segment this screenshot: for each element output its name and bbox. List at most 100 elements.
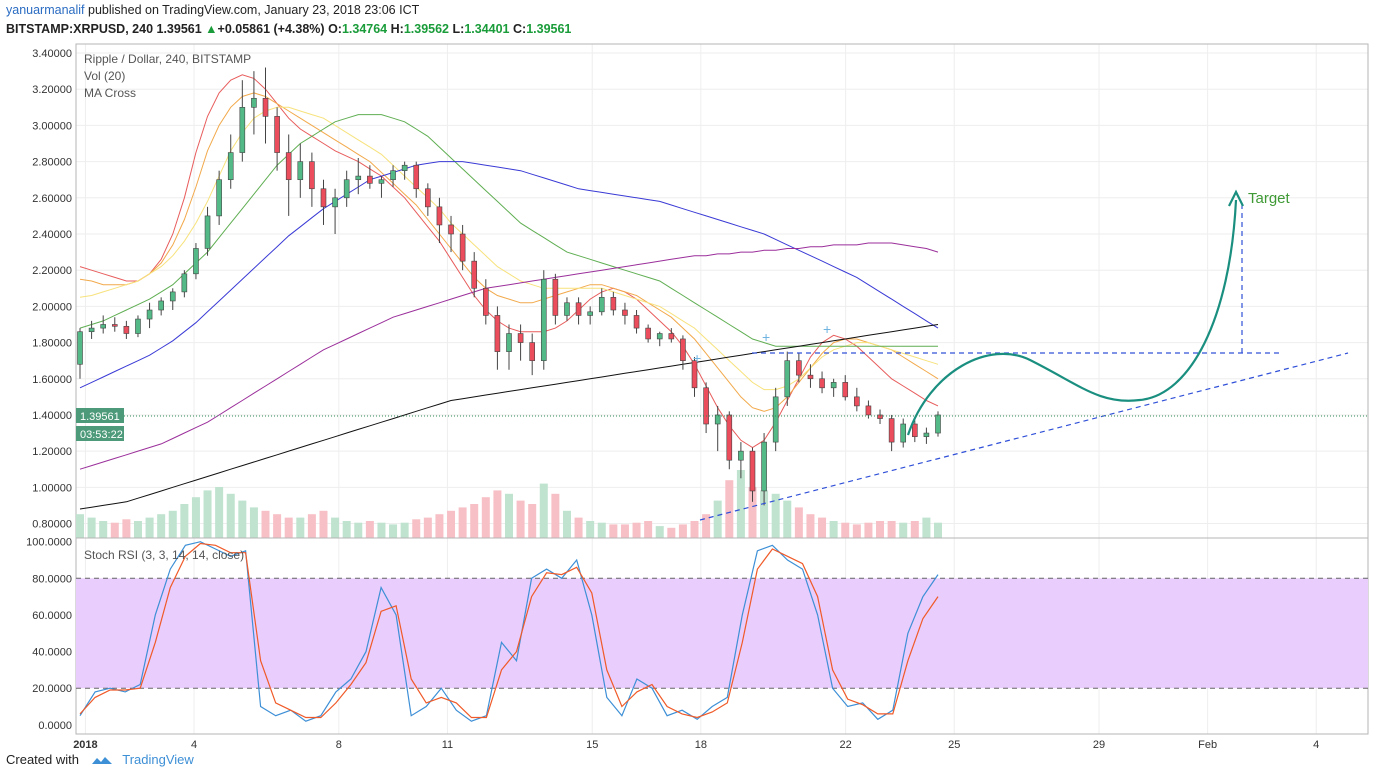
volume-bar xyxy=(574,517,583,538)
time-tick-label: 8 xyxy=(336,739,342,751)
volume-bar xyxy=(249,507,258,538)
up-triangle-icon: ▲ xyxy=(205,22,218,36)
volume-bar xyxy=(818,517,827,538)
candle-body xyxy=(819,378,825,389)
volume-bar xyxy=(342,521,351,538)
footer: Created with TradingView xyxy=(6,752,194,767)
candle-body xyxy=(726,414,733,461)
ma-line xyxy=(79,114,938,347)
volume-bar xyxy=(307,514,316,538)
candle-body xyxy=(506,333,512,352)
volume-bar xyxy=(377,522,386,538)
drawings: Target + + + xyxy=(693,189,1349,521)
volume-bar xyxy=(76,514,84,538)
price-tick-label: 3.00000 xyxy=(32,120,72,132)
volume-bar xyxy=(168,510,177,538)
legend-stoch-rsi: Stoch RSI (3, 3, 14, 14, close) xyxy=(84,548,244,562)
volume-bar xyxy=(736,470,745,538)
volume-bar xyxy=(632,522,641,538)
volume-bar xyxy=(760,490,769,538)
candle-body xyxy=(529,342,535,361)
candle-body xyxy=(274,116,280,153)
author-link[interactable]: yanuarmanalif xyxy=(6,3,85,17)
volume-bar xyxy=(458,507,467,538)
volume-bar xyxy=(493,490,502,538)
volume-bar xyxy=(597,522,606,538)
volume-bar xyxy=(899,522,908,538)
price-tick-label: 2.20000 xyxy=(32,265,72,277)
price-tick-label: 1.80000 xyxy=(32,338,72,350)
candle-body xyxy=(413,164,420,190)
candle-body xyxy=(761,441,767,492)
price-tick-label: 1.20000 xyxy=(32,446,72,458)
ohlc-bar: BITSTAMP:XRPUSD, 240 1.39561 ▲+0.05861 (… xyxy=(6,22,571,36)
candle-body xyxy=(830,382,837,389)
volume-bar xyxy=(748,487,757,538)
projection-path[interactable] xyxy=(906,199,1238,436)
price-change: +0.05861 (+4.38%) xyxy=(217,22,325,36)
price-tick-label: 1.00000 xyxy=(32,482,72,494)
price-tick-label: 2.80000 xyxy=(32,157,72,169)
price-tag-value: 1.39561 xyxy=(80,411,120,423)
candle-body xyxy=(448,224,454,235)
volume-bar xyxy=(841,522,850,538)
volume-bar xyxy=(702,514,711,538)
candle-body xyxy=(877,414,883,419)
target-label: Target xyxy=(1248,190,1291,207)
time-tick-label: 4 xyxy=(1313,739,1319,751)
candle-body xyxy=(401,164,408,171)
time-tick-label: 11 xyxy=(442,739,453,751)
volume-bar xyxy=(261,510,270,538)
rsi-tick-label: 40.0000 xyxy=(32,647,72,659)
rsi-axis: 100.0000 80.0000 60.0000 40.0000 20.0000 0.00… xyxy=(26,537,72,732)
volume-bar xyxy=(644,521,653,538)
price-tick-label: 1.60000 xyxy=(32,374,72,386)
candle-body xyxy=(703,387,709,425)
volume-bar xyxy=(852,524,861,538)
candle-body xyxy=(888,418,895,443)
countdown-tag xyxy=(76,426,124,441)
candle-body xyxy=(564,302,570,316)
price-tick-label: 2.60000 xyxy=(32,193,72,205)
candle-body xyxy=(135,318,141,334)
chart-canvas[interactable]: Target + + + 3.40000 3.20000 3.00000 2.8000… xyxy=(0,40,1376,752)
volume-bar xyxy=(562,510,571,538)
volume-bar xyxy=(505,493,513,538)
moving-averages xyxy=(79,74,939,510)
rsi-tick-label: 60.0000 xyxy=(32,610,72,622)
volume-bar xyxy=(516,500,525,538)
candle-body xyxy=(251,97,257,108)
volume-bar xyxy=(725,480,734,538)
candle-body xyxy=(865,405,872,416)
volume-bar xyxy=(435,514,444,538)
volume-bar xyxy=(876,521,885,538)
volume-bar xyxy=(87,517,96,538)
candle-body xyxy=(390,170,396,181)
volume-bar xyxy=(667,527,676,538)
time-tick-label: 18 xyxy=(695,739,707,751)
trendline-support[interactable] xyxy=(699,352,1349,521)
volume-bar xyxy=(180,504,189,538)
price-tick-label: 2.00000 xyxy=(32,301,72,313)
volume-bar xyxy=(157,514,166,538)
volume-bar xyxy=(713,500,722,538)
volume-bar xyxy=(99,521,108,538)
ma-line xyxy=(79,242,939,470)
countdown-value: 03:53:22 xyxy=(80,429,123,441)
rsi-tick-label: 80.0000 xyxy=(32,573,72,585)
candle-body xyxy=(123,325,130,334)
candle-body xyxy=(842,382,849,398)
volume-bar xyxy=(191,497,200,538)
volume-bar xyxy=(412,519,421,538)
legend-ma-cross: MA Cross xyxy=(84,86,136,100)
brand-link[interactable]: TradingView xyxy=(122,752,194,767)
volume-bar xyxy=(690,521,699,538)
symbol-label: BITSTAMP:XRPUSD, 240 xyxy=(6,22,154,36)
arrowhead-icon xyxy=(1228,189,1244,207)
price-tick-label: 2.40000 xyxy=(32,229,72,241)
candle-body xyxy=(645,327,651,340)
candle-body xyxy=(309,161,315,190)
low-value: 1.34401 xyxy=(464,22,510,36)
rsi-tick-label: 20.0000 xyxy=(32,683,72,695)
volume-bar xyxy=(609,524,618,538)
